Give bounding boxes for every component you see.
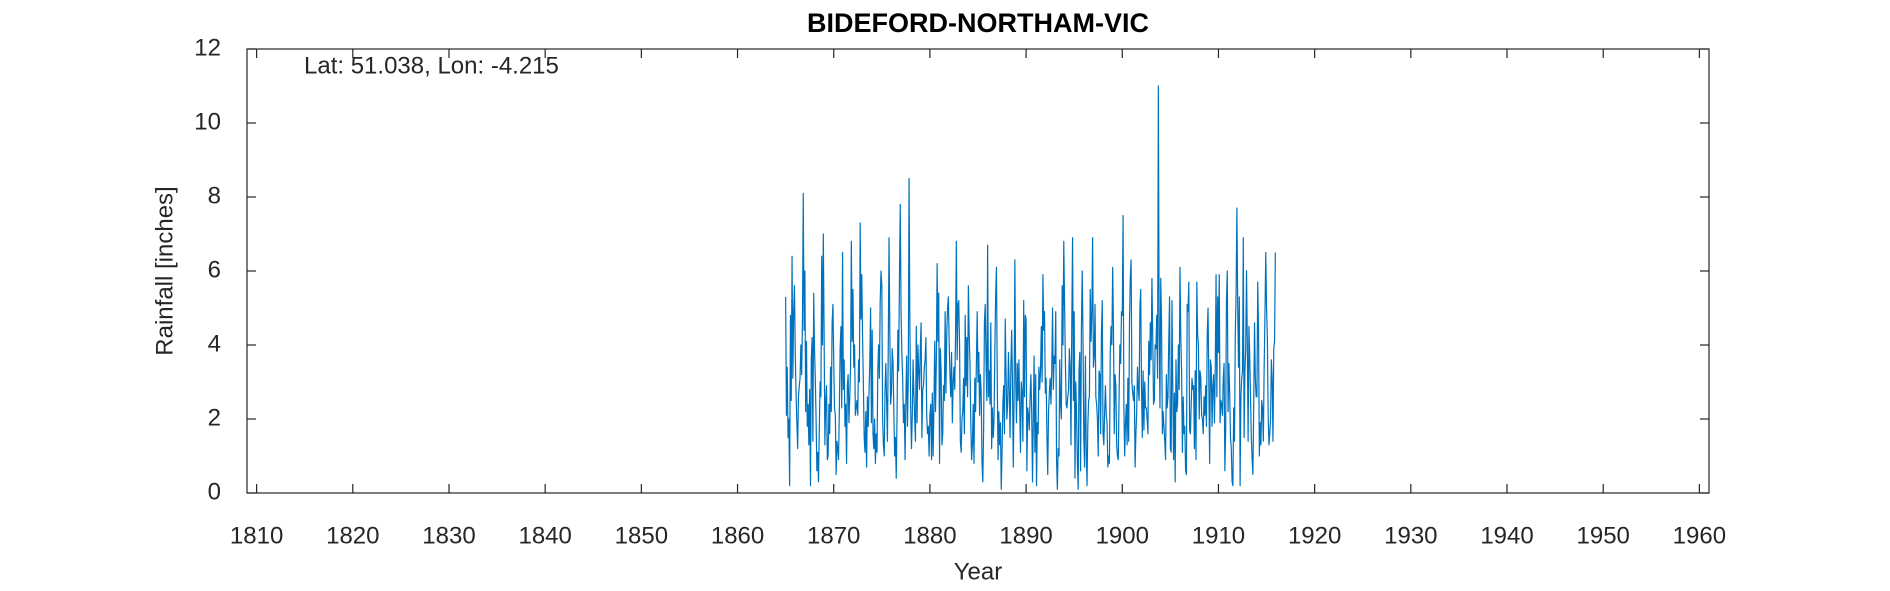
y-axis-label: Rainfall [inches]: [151, 186, 178, 355]
x-tick-label: 1810: [230, 522, 283, 549]
x-tick-label: 1910: [1192, 522, 1245, 549]
x-tick-label: 1880: [903, 522, 956, 549]
chart-title: BIDEFORD-NORTHAM-VIC: [807, 8, 1149, 38]
x-tick-label: 1940: [1480, 522, 1533, 549]
x-tick-label: 1860: [711, 522, 764, 549]
y-tick-label: 8: [208, 182, 221, 209]
y-tick-label: 6: [208, 256, 221, 283]
x-tick-label: 1930: [1384, 522, 1437, 549]
x-axis-label: Year: [954, 558, 1003, 585]
y-tick-label: 0: [208, 478, 221, 505]
x-tick-label: 1820: [326, 522, 379, 549]
x-tick-label: 1920: [1288, 522, 1341, 549]
x-tick-label: 1900: [1096, 522, 1149, 549]
x-tick-label: 1830: [422, 522, 475, 549]
x-tick-label: 1840: [518, 522, 571, 549]
data-line: [785, 85, 1276, 490]
annotation: Lat: 51.038, Lon: -4.215: [304, 52, 559, 79]
x-tick-label: 1890: [999, 522, 1052, 549]
y-tick-label: 4: [208, 330, 221, 357]
x-tick-label: 1870: [807, 522, 860, 549]
y-tick-label: 2: [208, 404, 221, 431]
x-tick-label: 1950: [1577, 522, 1630, 549]
y-tick-label: 10: [194, 108, 221, 135]
x-tick-label: 1850: [615, 522, 668, 549]
x-tick-label: 1960: [1673, 522, 1726, 549]
y-tick-label: 12: [194, 34, 221, 61]
